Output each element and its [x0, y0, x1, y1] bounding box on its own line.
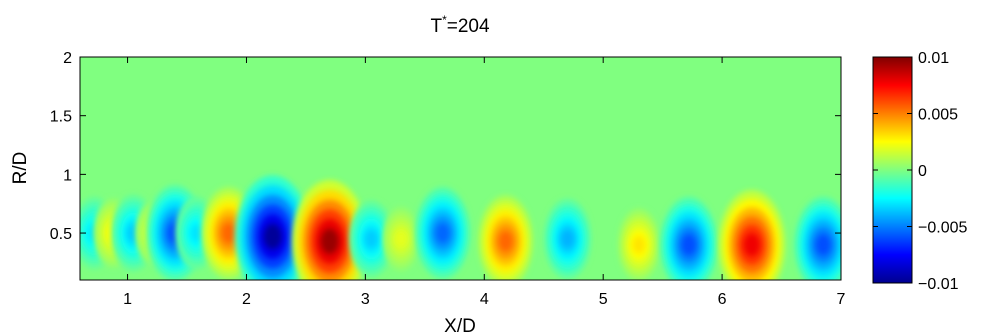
colorbar-tick-label: 0	[918, 163, 927, 180]
colorbar-tick-label: −0.01	[918, 276, 959, 293]
contour-level	[743, 233, 760, 257]
contour-level	[435, 222, 450, 244]
y-axis-title: R/D	[10, 152, 31, 185]
y-tick-label: 0.5	[50, 226, 72, 243]
contour-blob-16	[660, 197, 718, 280]
x-tick-label: 3	[361, 291, 370, 308]
contour-blob-12	[415, 187, 470, 279]
contour-blob-18	[794, 197, 841, 280]
contour-blob-15	[618, 208, 660, 280]
contour-level	[395, 231, 407, 247]
contour-blob-14	[544, 198, 591, 280]
x-tick-label: 2	[242, 291, 251, 308]
colorbar-tick-label: −0.005	[918, 220, 967, 237]
y-axis-ticks: 0.5 1 1.5 2	[50, 50, 841, 243]
colorbar-ticks: −0.01 −0.005 0 0.005 0.01	[873, 50, 967, 293]
chart-title: T*=204	[430, 13, 490, 37]
contour-blob-9	[292, 180, 368, 280]
contour-blob-10	[349, 200, 394, 278]
x-tick-label: 6	[718, 291, 727, 308]
contour-level	[263, 223, 282, 250]
contour-level	[681, 234, 697, 256]
contour-level	[320, 228, 339, 254]
contour-level	[815, 234, 831, 256]
contour-level	[190, 224, 203, 242]
x-tick-label: 7	[837, 291, 846, 308]
x-axis-ticks: 1 2 3 4 5 6 7	[123, 57, 846, 308]
contour-blob-17	[718, 190, 786, 280]
colorbar: −0.01 −0.005 0 0.005 0.01	[872, 50, 967, 293]
y-tick-label: 1	[63, 167, 72, 184]
plot-frame	[79, 56, 842, 281]
contour-level	[365, 230, 378, 248]
contour-level	[221, 222, 236, 244]
contour-features	[80, 175, 841, 280]
contour-level	[498, 231, 513, 252]
y-tick-label: 2	[63, 50, 72, 67]
colorbar-tick-label: 0.005	[918, 107, 958, 124]
contour-blob-8	[234, 175, 311, 280]
x-tick-label: 4	[480, 291, 489, 308]
contour-blob-11	[382, 206, 420, 272]
colorbar-gradient	[873, 57, 912, 283]
contour-level	[561, 229, 574, 249]
contour-blob-13	[478, 195, 533, 280]
x-tick-label: 1	[123, 291, 132, 308]
x-axis-title: X/D	[444, 316, 476, 335]
colorbar-tick-label: 0.01	[918, 50, 949, 67]
y-tick-label: 1.5	[50, 109, 72, 126]
plot-area: 1 2 3 4 5 6 7 0.5 1 1.5 2	[50, 50, 846, 308]
contour-level	[632, 236, 645, 254]
x-tick-label: 5	[599, 291, 608, 308]
